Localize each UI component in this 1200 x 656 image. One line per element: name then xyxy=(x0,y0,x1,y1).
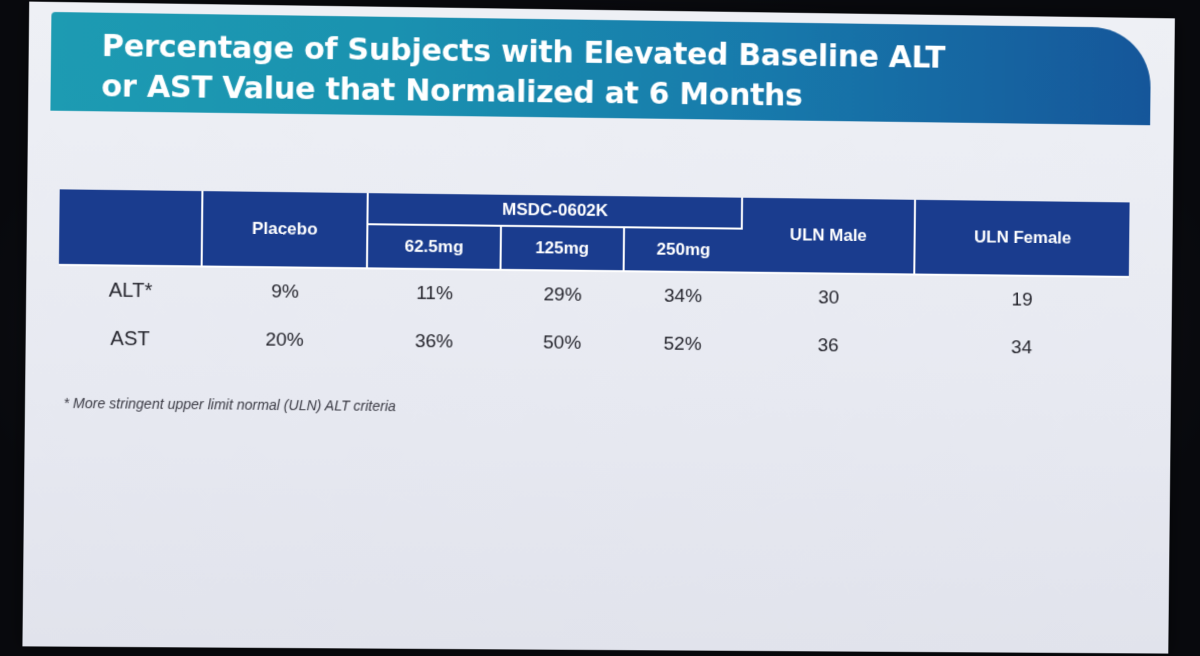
header-uln-male: ULN Male xyxy=(742,198,916,276)
normalization-table: Placebo MSDC-0602K ULN Male ULN Female 6… xyxy=(58,189,1130,373)
cell-alt-250mg: 34% xyxy=(624,272,742,321)
presentation-slide: Percentage of Subjects with Elevated Bas… xyxy=(22,2,1174,654)
cell-alt-62-5mg: 11% xyxy=(367,269,501,319)
header-uln-female: ULN Female xyxy=(916,200,1130,278)
cell-ast-125mg: 50% xyxy=(500,319,623,368)
row-label-ast: AST xyxy=(58,314,202,364)
table-header: Placebo MSDC-0602K ULN Male ULN Female 6… xyxy=(59,189,1130,278)
cell-alt-uln-female: 19 xyxy=(915,276,1129,326)
header-placebo: Placebo xyxy=(203,191,369,269)
header-dose-250mg: 250mg xyxy=(624,228,742,273)
table-body: ALT* 9% 11% 29% 34% 30 19 AST 20% 36% 50… xyxy=(58,266,1129,373)
cell-ast-62-5mg: 36% xyxy=(367,318,501,367)
cell-ast-placebo: 20% xyxy=(202,316,368,366)
table-row-ast: AST 20% 36% 50% 52% 36 34 xyxy=(58,314,1128,373)
footnote: * More stringent upper limit normal (ULN… xyxy=(63,395,395,414)
cell-alt-placebo: 9% xyxy=(202,267,368,317)
header-dose-62-5mg: 62.5mg xyxy=(368,225,502,271)
cell-alt-125mg: 29% xyxy=(501,271,624,320)
header-corner-cell xyxy=(59,189,204,267)
header-drug-group: MSDC-0602K xyxy=(368,193,743,230)
cell-ast-250mg: 52% xyxy=(623,320,741,369)
title-banner: Percentage of Subjects with Elevated Bas… xyxy=(50,12,1151,125)
header-dose-125mg: 125mg xyxy=(502,227,625,272)
row-label-alt: ALT* xyxy=(58,266,202,316)
cell-alt-uln-male: 30 xyxy=(742,274,916,324)
cell-ast-uln-male: 36 xyxy=(741,321,915,371)
cell-ast-uln-female: 34 xyxy=(915,323,1129,373)
slide-title: Percentage of Subjects with Elevated Bas… xyxy=(101,27,945,119)
